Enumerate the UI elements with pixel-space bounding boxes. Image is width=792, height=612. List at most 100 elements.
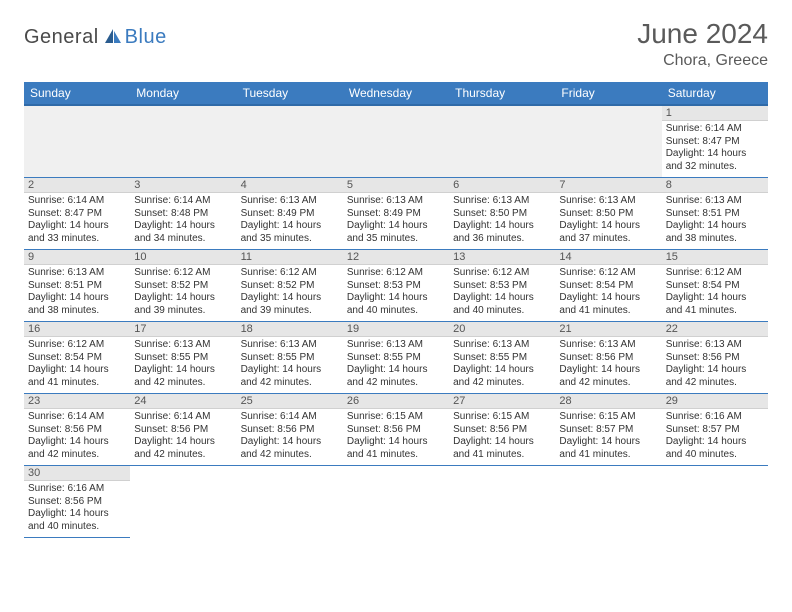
weekday-header: Monday	[130, 82, 236, 105]
day-number: 3	[130, 178, 236, 193]
calendar-cell: 22Sunrise: 6:13 AMSunset: 8:56 PMDayligh…	[662, 322, 768, 394]
sunset-line: Sunset: 8:55 PM	[134, 352, 232, 365]
sunset-line: Sunset: 8:56 PM	[666, 352, 764, 365]
daylight-line-2: and 42 minutes.	[347, 377, 445, 390]
calendar-cell: 8Sunrise: 6:13 AMSunset: 8:51 PMDaylight…	[662, 178, 768, 250]
calendar-cell	[237, 466, 343, 538]
sunrise-line: Sunrise: 6:15 AM	[559, 411, 657, 424]
sunset-line: Sunset: 8:48 PM	[134, 208, 232, 221]
day-content: Sunrise: 6:14 AMSunset: 8:47 PMDaylight:…	[24, 193, 130, 249]
sunset-line: Sunset: 8:49 PM	[347, 208, 445, 221]
sunrise-line: Sunrise: 6:16 AM	[666, 411, 764, 424]
day-number: 9	[24, 250, 130, 265]
calendar-cell: 23Sunrise: 6:14 AMSunset: 8:56 PMDayligh…	[24, 394, 130, 466]
calendar-cell	[555, 466, 661, 538]
daylight-line-2: and 41 minutes.	[559, 305, 657, 318]
calendar-cell	[343, 466, 449, 538]
day-content: Sunrise: 6:14 AMSunset: 8:47 PMDaylight:…	[662, 121, 768, 177]
daylight-line-2: and 42 minutes.	[241, 449, 339, 462]
day-content: Sunrise: 6:13 AMSunset: 8:56 PMDaylight:…	[555, 337, 661, 393]
daylight-line-2: and 41 minutes.	[666, 305, 764, 318]
daylight-line-1: Daylight: 14 hours	[28, 220, 126, 233]
calendar-cell	[130, 105, 236, 178]
calendar-cell: 5Sunrise: 6:13 AMSunset: 8:49 PMDaylight…	[343, 178, 449, 250]
title-block: June 2024 Chora, Greece	[637, 18, 768, 70]
calendar-cell: 20Sunrise: 6:13 AMSunset: 8:55 PMDayligh…	[449, 322, 555, 394]
daylight-line-2: and 40 minutes.	[666, 449, 764, 462]
location: Chora, Greece	[637, 52, 768, 70]
daylight-line-1: Daylight: 14 hours	[666, 364, 764, 377]
day-content: Sunrise: 6:13 AMSunset: 8:55 PMDaylight:…	[237, 337, 343, 393]
day-content: Sunrise: 6:12 AMSunset: 8:53 PMDaylight:…	[343, 265, 449, 321]
daylight-line-1: Daylight: 14 hours	[134, 220, 232, 233]
calendar-table: Sunday Monday Tuesday Wednesday Thursday…	[24, 82, 768, 538]
calendar-row: 9Sunrise: 6:13 AMSunset: 8:51 PMDaylight…	[24, 250, 768, 322]
sunset-line: Sunset: 8:54 PM	[28, 352, 126, 365]
day-content: Sunrise: 6:16 AMSunset: 8:56 PMDaylight:…	[24, 481, 130, 537]
sunset-line: Sunset: 8:57 PM	[559, 424, 657, 437]
sunrise-line: Sunrise: 6:14 AM	[28, 411, 126, 424]
daylight-line-1: Daylight: 14 hours	[559, 292, 657, 305]
logo: General Blue	[24, 26, 167, 49]
day-content: Sunrise: 6:13 AMSunset: 8:50 PMDaylight:…	[449, 193, 555, 249]
day-number: 24	[130, 394, 236, 409]
day-content: Sunrise: 6:14 AMSunset: 8:48 PMDaylight:…	[130, 193, 236, 249]
calendar-cell: 12Sunrise: 6:12 AMSunset: 8:53 PMDayligh…	[343, 250, 449, 322]
sunset-line: Sunset: 8:47 PM	[28, 208, 126, 221]
calendar-cell	[662, 466, 768, 538]
day-number: 15	[662, 250, 768, 265]
calendar-cell: 10Sunrise: 6:12 AMSunset: 8:52 PMDayligh…	[130, 250, 236, 322]
calendar-row: 1Sunrise: 6:14 AMSunset: 8:47 PMDaylight…	[24, 105, 768, 178]
sunrise-line: Sunrise: 6:13 AM	[347, 195, 445, 208]
sunset-line: Sunset: 8:56 PM	[347, 424, 445, 437]
sail-icon	[103, 27, 123, 50]
calendar-cell: 2Sunrise: 6:14 AMSunset: 8:47 PMDaylight…	[24, 178, 130, 250]
daylight-line-1: Daylight: 14 hours	[666, 292, 764, 305]
calendar-row: 23Sunrise: 6:14 AMSunset: 8:56 PMDayligh…	[24, 394, 768, 466]
daylight-line-1: Daylight: 14 hours	[666, 148, 764, 161]
sunset-line: Sunset: 8:47 PM	[666, 136, 764, 149]
daylight-line-1: Daylight: 14 hours	[134, 436, 232, 449]
sunset-line: Sunset: 8:56 PM	[559, 352, 657, 365]
day-number: 19	[343, 322, 449, 337]
daylight-line-2: and 42 minutes.	[134, 377, 232, 390]
daylight-line-2: and 41 minutes.	[559, 449, 657, 462]
weekday-header: Thursday	[449, 82, 555, 105]
daylight-line-1: Daylight: 14 hours	[559, 364, 657, 377]
daylight-line-2: and 39 minutes.	[241, 305, 339, 318]
daylight-line-1: Daylight: 14 hours	[347, 364, 445, 377]
day-number: 11	[237, 250, 343, 265]
daylight-line-2: and 41 minutes.	[347, 449, 445, 462]
calendar-cell	[130, 466, 236, 538]
sunset-line: Sunset: 8:49 PM	[241, 208, 339, 221]
sunset-line: Sunset: 8:54 PM	[559, 280, 657, 293]
day-content: Sunrise: 6:15 AMSunset: 8:56 PMDaylight:…	[343, 409, 449, 465]
day-number: 14	[555, 250, 661, 265]
day-content: Sunrise: 6:14 AMSunset: 8:56 PMDaylight:…	[130, 409, 236, 465]
sunset-line: Sunset: 8:52 PM	[241, 280, 339, 293]
sunrise-line: Sunrise: 6:12 AM	[241, 267, 339, 280]
day-number: 4	[237, 178, 343, 193]
daylight-line-2: and 32 minutes.	[666, 161, 764, 174]
daylight-line-2: and 35 minutes.	[347, 233, 445, 246]
day-number: 25	[237, 394, 343, 409]
day-number: 29	[662, 394, 768, 409]
calendar-row: 30Sunrise: 6:16 AMSunset: 8:56 PMDayligh…	[24, 466, 768, 538]
daylight-line-2: and 35 minutes.	[241, 233, 339, 246]
daylight-line-1: Daylight: 14 hours	[559, 220, 657, 233]
calendar-cell	[555, 105, 661, 178]
daylight-line-2: and 40 minutes.	[453, 305, 551, 318]
daylight-line-2: and 37 minutes.	[559, 233, 657, 246]
day-content: Sunrise: 6:13 AMSunset: 8:51 PMDaylight:…	[24, 265, 130, 321]
daylight-line-2: and 42 minutes.	[453, 377, 551, 390]
daylight-line-2: and 38 minutes.	[666, 233, 764, 246]
daylight-line-2: and 42 minutes.	[134, 449, 232, 462]
day-number: 28	[555, 394, 661, 409]
daylight-line-2: and 42 minutes.	[666, 377, 764, 390]
weekday-header: Tuesday	[237, 82, 343, 105]
day-number: 8	[662, 178, 768, 193]
day-content: Sunrise: 6:12 AMSunset: 8:53 PMDaylight:…	[449, 265, 555, 321]
daylight-line-2: and 41 minutes.	[453, 449, 551, 462]
day-content: Sunrise: 6:14 AMSunset: 8:56 PMDaylight:…	[24, 409, 130, 465]
sunrise-line: Sunrise: 6:12 AM	[347, 267, 445, 280]
